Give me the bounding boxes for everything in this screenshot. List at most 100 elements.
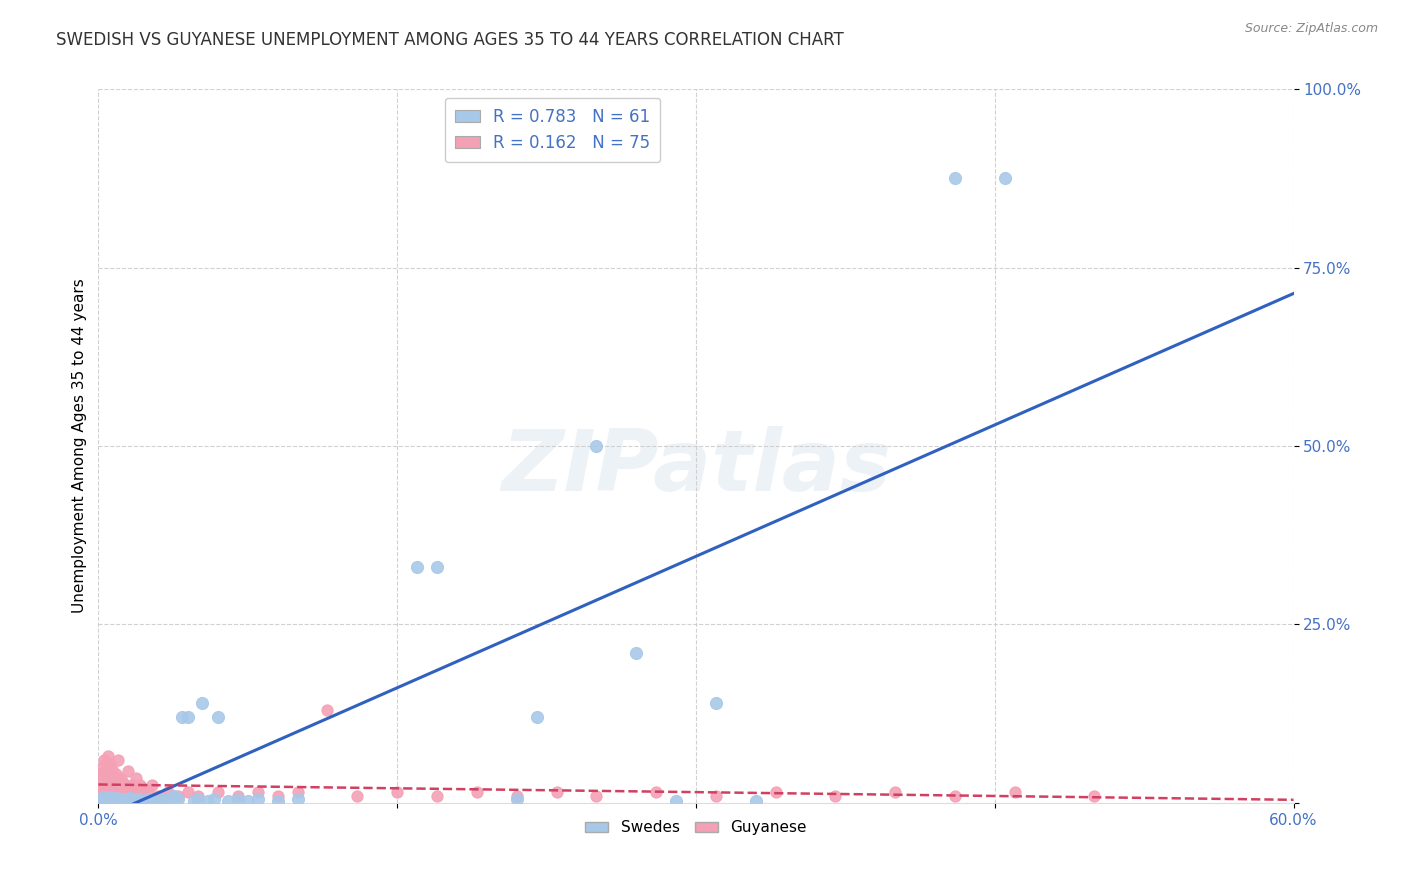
Point bbox=[96, 793, 118, 807]
Text: SWEDISH VS GUYANESE UNEMPLOYMENT AMONG AGES 35 TO 44 YEARS CORRELATION CHART: SWEDISH VS GUYANESE UNEMPLOYMENT AMONG A… bbox=[56, 31, 844, 49]
Point bbox=[89, 790, 111, 805]
Point bbox=[101, 794, 124, 808]
Point bbox=[406, 560, 429, 574]
Point bbox=[824, 789, 846, 803]
Text: Source: ZipAtlas.com: Source: ZipAtlas.com bbox=[1244, 22, 1378, 36]
Point bbox=[115, 778, 138, 792]
Point bbox=[89, 792, 111, 806]
Point bbox=[665, 794, 688, 808]
Point bbox=[141, 778, 163, 792]
Point bbox=[89, 767, 111, 781]
Point bbox=[107, 753, 129, 767]
Point bbox=[96, 785, 118, 799]
Point bbox=[585, 439, 607, 453]
Point bbox=[97, 767, 120, 781]
Point bbox=[101, 789, 124, 803]
Point bbox=[91, 787, 114, 801]
Point bbox=[167, 792, 190, 806]
Text: ZIPatlas: ZIPatlas bbox=[501, 425, 891, 509]
Point bbox=[157, 785, 180, 799]
Point bbox=[172, 710, 194, 724]
Point bbox=[110, 785, 132, 799]
Point bbox=[112, 785, 135, 799]
Point bbox=[1083, 789, 1105, 803]
Point bbox=[207, 785, 229, 799]
Point bbox=[97, 794, 120, 808]
Point bbox=[765, 785, 787, 799]
Point bbox=[120, 785, 142, 799]
Point bbox=[96, 774, 118, 789]
Point bbox=[87, 774, 110, 789]
Point bbox=[111, 792, 134, 806]
Point bbox=[191, 696, 214, 710]
Point bbox=[101, 778, 124, 792]
Point bbox=[943, 789, 966, 803]
Point bbox=[97, 790, 120, 805]
Point bbox=[287, 792, 309, 806]
Point bbox=[93, 789, 115, 803]
Point bbox=[103, 785, 125, 799]
Point bbox=[91, 790, 114, 805]
Point bbox=[124, 792, 146, 806]
Point bbox=[526, 710, 548, 724]
Point bbox=[197, 794, 219, 808]
Point bbox=[117, 793, 139, 807]
Point bbox=[121, 794, 143, 808]
Point bbox=[157, 793, 180, 807]
Point bbox=[97, 749, 120, 764]
Point bbox=[101, 792, 124, 806]
Point bbox=[994, 171, 1017, 186]
Point bbox=[704, 789, 727, 803]
Point bbox=[96, 791, 118, 805]
Point bbox=[236, 794, 259, 808]
Point bbox=[101, 762, 124, 776]
Point bbox=[117, 764, 139, 778]
Point bbox=[107, 794, 129, 808]
Point bbox=[202, 792, 225, 806]
Point bbox=[187, 789, 209, 803]
Point bbox=[89, 781, 111, 796]
Point bbox=[177, 710, 200, 724]
Point bbox=[125, 793, 148, 807]
Point bbox=[131, 794, 153, 808]
Point bbox=[93, 767, 115, 781]
Point bbox=[141, 793, 163, 807]
Point bbox=[107, 790, 129, 805]
Point bbox=[183, 794, 205, 808]
Point bbox=[246, 785, 269, 799]
Point bbox=[943, 171, 966, 186]
Point bbox=[267, 789, 290, 803]
Point bbox=[97, 781, 120, 796]
Point bbox=[110, 771, 132, 785]
Point bbox=[98, 790, 122, 805]
Point bbox=[136, 792, 159, 806]
Point bbox=[121, 778, 143, 792]
Point bbox=[107, 791, 129, 805]
Point bbox=[93, 778, 115, 792]
Point bbox=[246, 792, 269, 806]
Point bbox=[426, 789, 449, 803]
Point bbox=[385, 785, 409, 799]
Point bbox=[704, 696, 727, 710]
Point bbox=[91, 794, 114, 808]
Point bbox=[267, 794, 290, 808]
Point bbox=[546, 785, 568, 799]
Point bbox=[105, 789, 128, 803]
Point bbox=[93, 753, 115, 767]
Point bbox=[626, 646, 648, 660]
Point bbox=[506, 792, 529, 806]
Point bbox=[105, 767, 128, 781]
Point bbox=[105, 790, 128, 805]
Point bbox=[645, 785, 668, 799]
Point bbox=[1004, 785, 1026, 799]
Point bbox=[745, 794, 768, 808]
Point bbox=[585, 789, 607, 803]
Legend: Swedes, Guyanese: Swedes, Guyanese bbox=[579, 814, 813, 841]
Point bbox=[98, 774, 122, 789]
Point bbox=[112, 794, 135, 808]
Point bbox=[96, 756, 118, 771]
Point bbox=[177, 785, 200, 799]
Point bbox=[111, 774, 134, 789]
Point bbox=[125, 771, 148, 785]
Point bbox=[226, 792, 249, 806]
